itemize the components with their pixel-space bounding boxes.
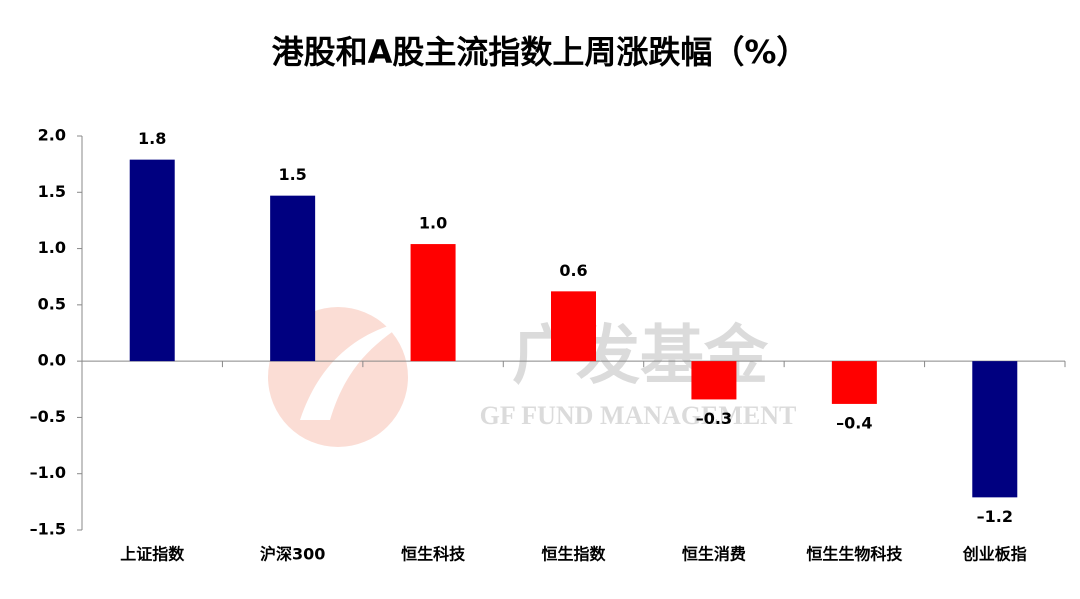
y-tick-label: –1.0: [30, 463, 66, 482]
chart-title: 港股和A股主流指数上周涨跌幅（%）: [272, 33, 809, 71]
data-label: –0.3: [696, 409, 732, 428]
data-label: –0.4: [836, 413, 872, 432]
bar: [831, 361, 877, 404]
x-tick-label: 创业板指: [962, 545, 1027, 564]
watermark-logo-swoosh: [300, 320, 410, 420]
bar: [972, 361, 1018, 498]
data-label: 1.0: [419, 214, 447, 233]
y-tick-label: 2.0: [38, 126, 66, 145]
y-tick-label: –0.5: [30, 407, 66, 426]
y-tick-label: –1.5: [30, 520, 66, 539]
bar: [691, 361, 737, 400]
y-tick-label: 1.0: [38, 238, 66, 257]
data-label: –1.2: [977, 507, 1013, 526]
data-label: 0.6: [559, 261, 587, 280]
x-tick-label: 沪深300: [260, 545, 325, 564]
x-tick-label: 恒生指数: [541, 545, 606, 564]
data-label: 1.8: [138, 129, 166, 148]
y-tick-label: 0.5: [38, 294, 66, 313]
x-tick-label: 上证指数: [120, 545, 185, 564]
watermark-subtitle: GF FUND MANAGEMENT: [480, 401, 797, 430]
x-tick-label: 恒生消费: [682, 545, 746, 564]
bar: [410, 244, 456, 362]
bar: [129, 159, 175, 362]
x-tick-label: 恒生生物科技: [806, 545, 903, 564]
x-tick-label: 恒生科技: [401, 545, 466, 564]
y-tick-label: 0.0: [38, 351, 66, 370]
data-label: 1.5: [278, 165, 306, 184]
y-tick-label: 1.5: [38, 182, 66, 201]
bar: [270, 195, 316, 362]
bar: [551, 291, 596, 362]
